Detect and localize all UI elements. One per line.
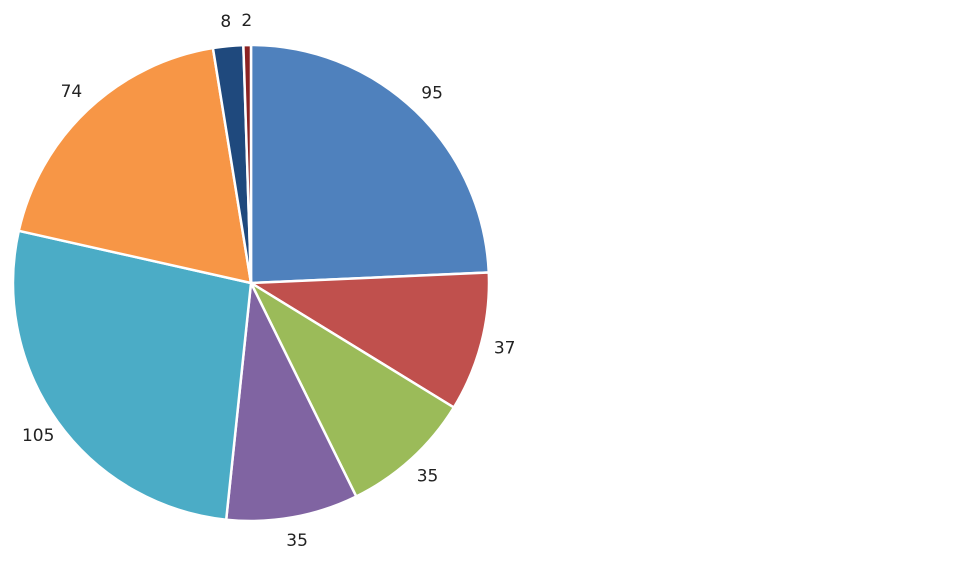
pie-slice: [247, 279, 456, 499]
data-label: 8: [220, 12, 231, 32]
data-label: 2: [241, 11, 252, 31]
data-label: 95: [421, 84, 443, 104]
pie-slice: [249, 43, 491, 285]
pie-slice: [242, 43, 253, 284]
pie-slice: [17, 46, 253, 285]
pie-slice: [224, 278, 358, 523]
data-label: 74: [61, 82, 83, 102]
data-label: 35: [286, 531, 308, 551]
data-label: 37: [494, 339, 516, 359]
pie-slice: [246, 271, 491, 410]
data-label: 105: [22, 426, 54, 446]
pie-slice: [11, 229, 253, 522]
pie-area: 95 37 35 35 105 74 8 2: [11, 11, 516, 551]
data-label: 35: [417, 467, 439, 487]
